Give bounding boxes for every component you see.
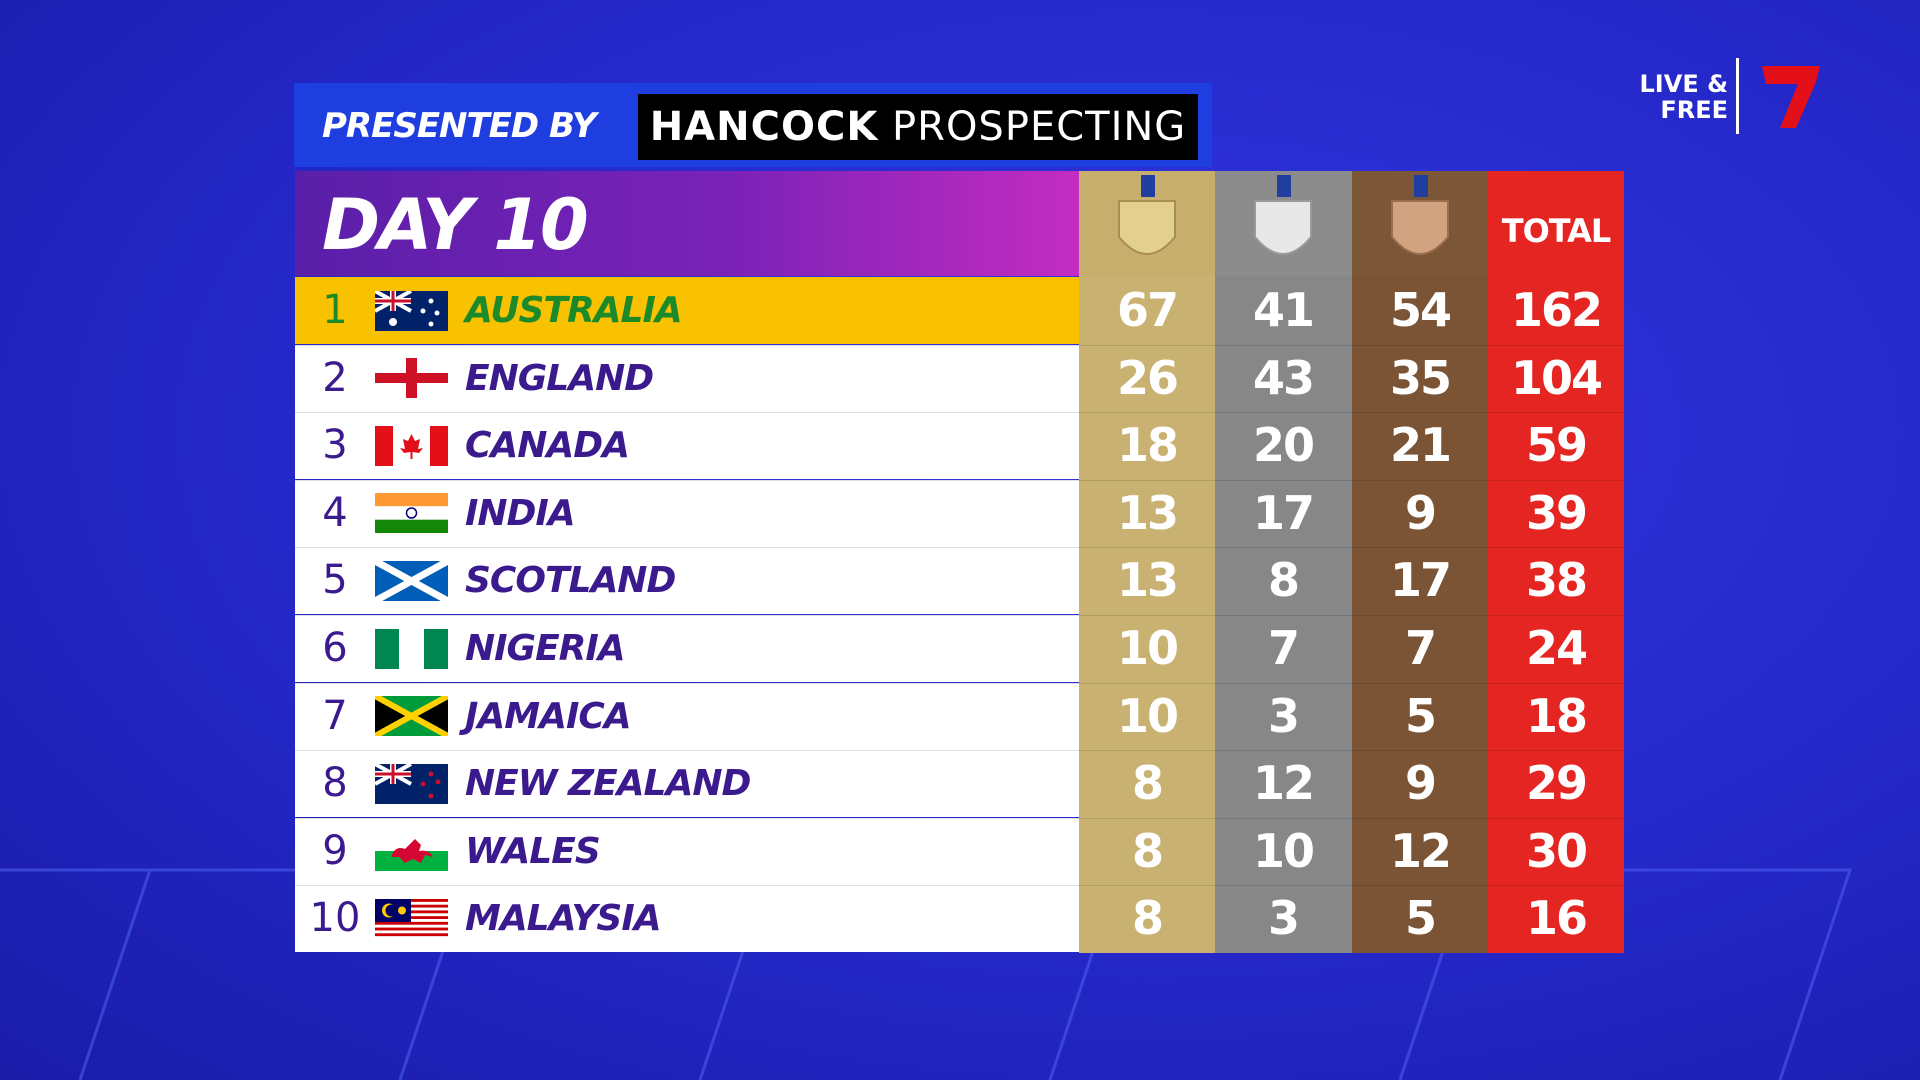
flag <box>375 425 448 466</box>
table-title: DAY 10 <box>322 184 589 266</box>
background-decoration <box>0 868 1853 1080</box>
rank: 1 <box>322 287 348 333</box>
row-divider <box>295 750 1624 752</box>
row-divider <box>295 817 1624 819</box>
gold-count: 26 <box>1116 350 1179 405</box>
gold-count: 8 <box>1131 891 1164 946</box>
bronze-header <box>1352 171 1488 276</box>
bronze-count: 9 <box>1404 485 1437 540</box>
bronze-count: 12 <box>1389 823 1452 878</box>
flag <box>375 290 448 331</box>
bronze-count: 5 <box>1404 891 1437 946</box>
country-name: JAMAICA <box>465 695 632 737</box>
flag <box>375 898 448 939</box>
country-name: SCOTLAND <box>465 560 676 602</box>
total-count: 29 <box>1525 756 1588 811</box>
rank: 7 <box>322 692 348 739</box>
total-count: 104 <box>1510 350 1603 405</box>
row-divider <box>295 344 1624 346</box>
total-count: 24 <box>1525 621 1588 675</box>
silver-count: 12 <box>1252 756 1315 811</box>
silver-count: 3 <box>1267 891 1300 946</box>
gold-count: 13 <box>1116 553 1179 608</box>
rank: 2 <box>322 354 348 401</box>
gold-count: 13 <box>1116 485 1179 540</box>
silver-count: 3 <box>1267 688 1300 743</box>
bronze-column <box>1352 276 1488 953</box>
row-divider <box>295 885 1624 887</box>
sponsor-brand: HANCOCK PROSPECTING <box>638 94 1198 160</box>
gold-header <box>1079 171 1215 276</box>
silver-count: 8 <box>1267 553 1300 608</box>
table-header <box>295 171 1079 276</box>
country-name: NIGERIA <box>465 628 626 669</box>
country-name: MALAYSIA <box>465 898 662 940</box>
country-name: ENGLAND <box>465 357 654 399</box>
rank: 8 <box>322 760 348 807</box>
brand-name: HANCOCK <box>649 104 879 150</box>
total-count: 38 <box>1525 553 1588 608</box>
gold-count: 8 <box>1131 823 1164 878</box>
silver-column <box>1215 276 1352 953</box>
bronze-count: 35 <box>1389 350 1452 405</box>
row-divider <box>295 682 1624 684</box>
flag <box>375 560 448 601</box>
broadcaster-text: FREE <box>1660 96 1728 124</box>
gold-count: 8 <box>1131 756 1164 811</box>
rank: 3 <box>322 422 348 469</box>
row-divider <box>295 547 1624 549</box>
gold-count: 10 <box>1116 621 1179 675</box>
country-name: WALES <box>465 830 601 872</box>
row-divider <box>295 615 1624 616</box>
bronze-count: 5 <box>1404 688 1437 743</box>
gold-column <box>1079 276 1215 953</box>
sponsor-label: PRESENTED BY <box>322 106 597 146</box>
total-column <box>1488 276 1624 953</box>
silver-header <box>1215 171 1352 276</box>
total-count: 59 <box>1525 418 1588 473</box>
rank: 10 <box>309 895 361 942</box>
country-name: NEW ZEALAND <box>465 763 751 805</box>
row-divider <box>295 479 1624 481</box>
country-name: CANADA <box>465 425 630 467</box>
gold-count: 10 <box>1116 688 1179 743</box>
brand-suffix: PROSPECTING <box>892 104 1187 150</box>
total-header: TOTAL <box>1488 171 1624 276</box>
total-count: 18 <box>1525 688 1588 743</box>
flag <box>375 358 448 399</box>
gold-count: 67 <box>1116 283 1179 337</box>
country-name: AUSTRALIA <box>465 290 683 331</box>
row-divider <box>295 412 1624 414</box>
rank: 5 <box>322 557 348 604</box>
bronze-count: 54 <box>1389 283 1452 337</box>
flag <box>375 763 448 804</box>
bronze-count: 7 <box>1404 621 1437 675</box>
bronze-count: 17 <box>1389 553 1452 608</box>
gold-count: 18 <box>1116 418 1179 473</box>
rank: 9 <box>322 827 348 874</box>
rank: 6 <box>322 625 348 671</box>
broadcaster-text: LIVE & <box>1639 70 1728 98</box>
silver-count: 7 <box>1267 621 1300 675</box>
flag <box>375 831 448 872</box>
rank: 4 <box>322 489 348 536</box>
country-name: INDIA <box>465 492 576 534</box>
silver-count: 17 <box>1252 485 1315 540</box>
channel-logo <box>1736 58 1820 134</box>
flag <box>375 493 448 534</box>
silver-count: 41 <box>1252 283 1315 337</box>
flag <box>375 628 448 669</box>
silver-count: 43 <box>1252 350 1315 405</box>
flag <box>375 696 448 737</box>
total-count: 16 <box>1525 891 1588 946</box>
silver-count: 20 <box>1252 418 1315 473</box>
total-count: 162 <box>1510 283 1603 337</box>
silver-count: 10 <box>1252 823 1315 878</box>
bronze-count: 21 <box>1389 418 1452 473</box>
bronze-count: 9 <box>1404 756 1437 811</box>
total-count: 39 <box>1525 485 1588 540</box>
total-count: 30 <box>1525 823 1588 878</box>
